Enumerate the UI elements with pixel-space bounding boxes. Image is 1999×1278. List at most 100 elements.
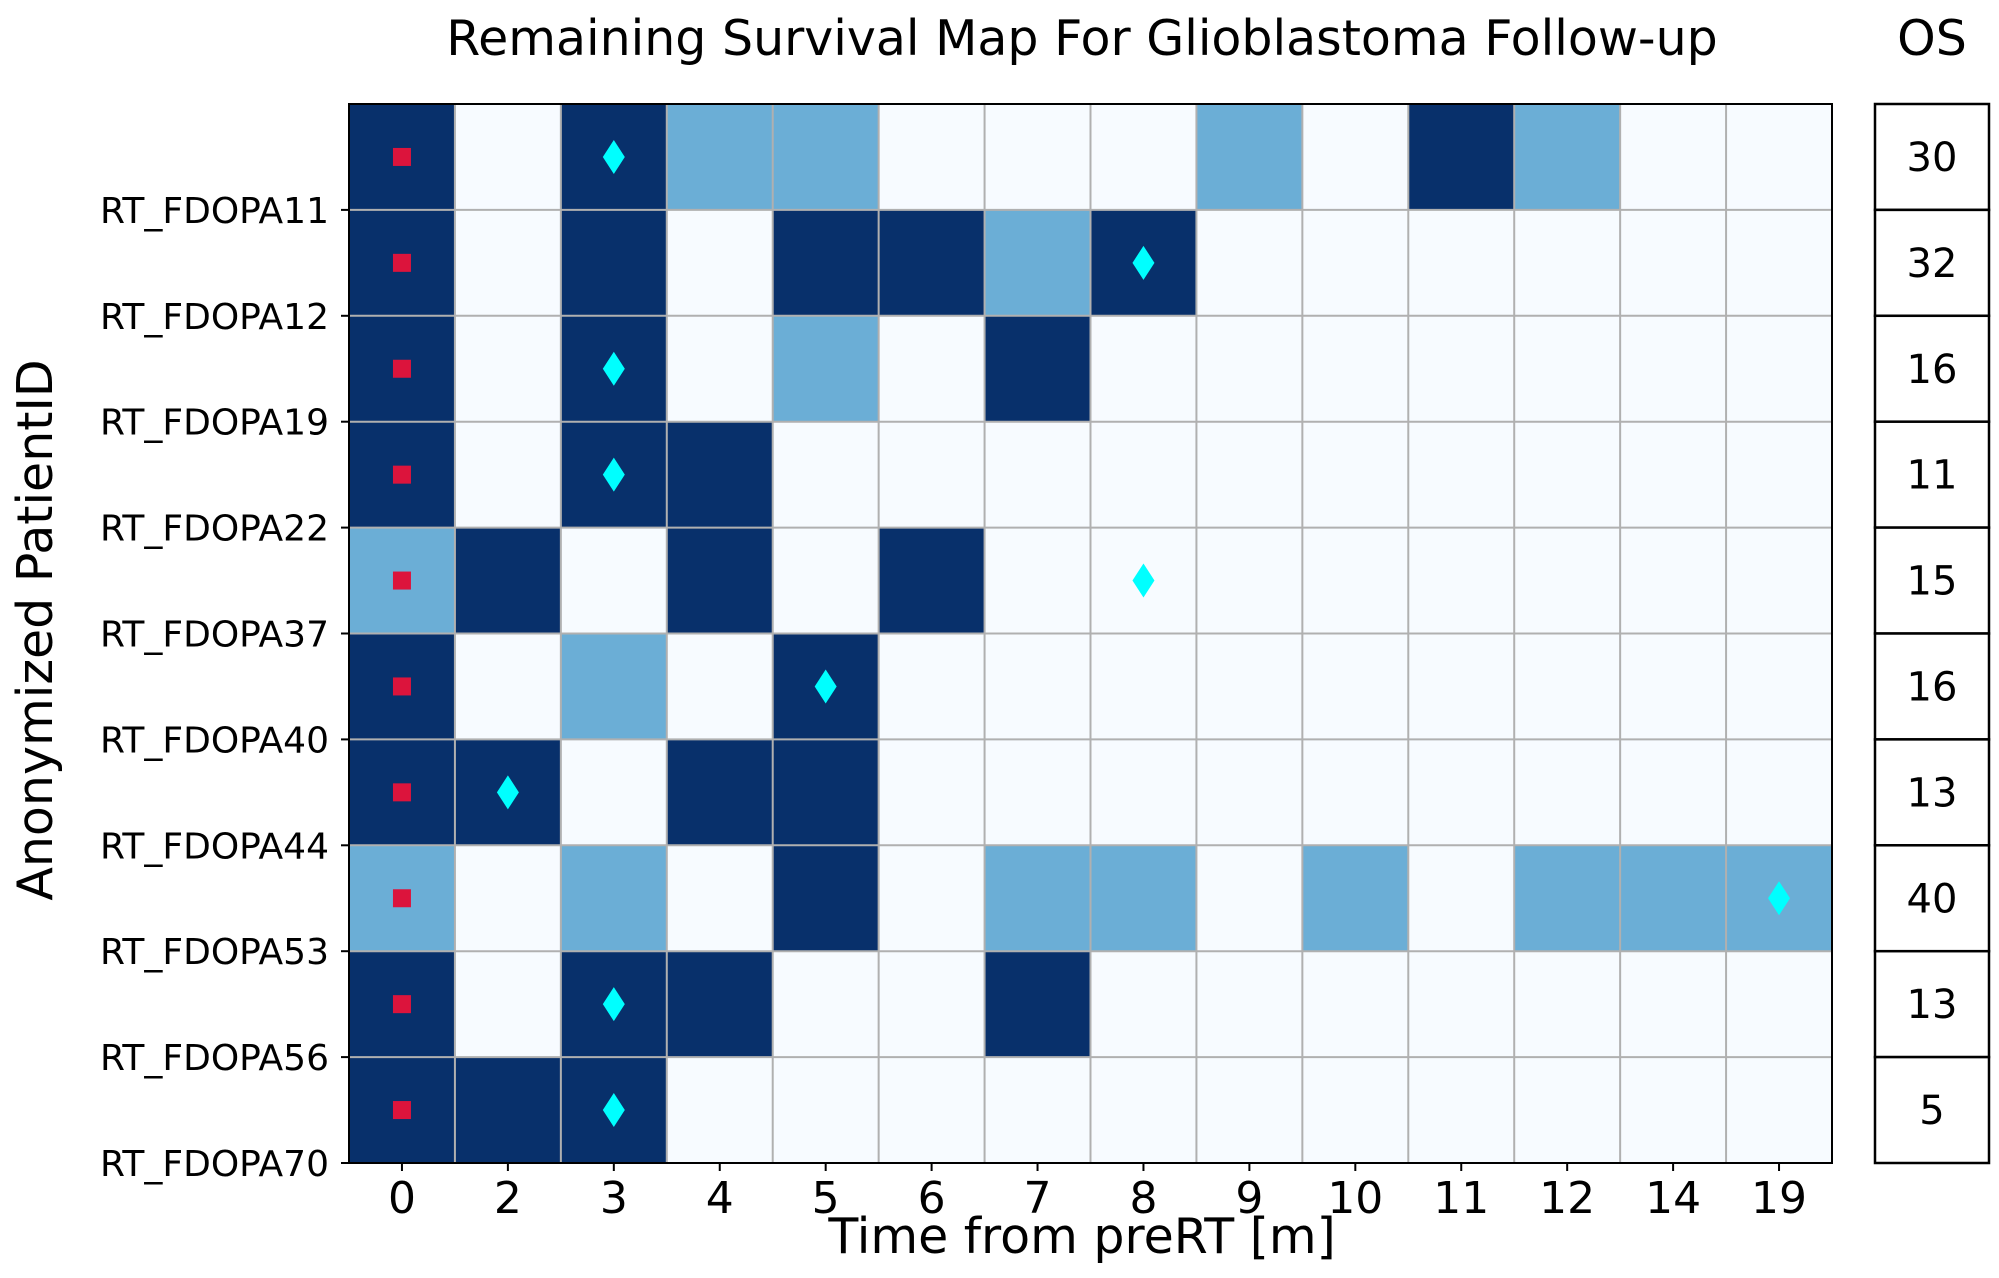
heatmap-cell — [1090, 421, 1197, 528]
heatmap-cell — [1408, 527, 1515, 634]
heatmap-cell — [878, 527, 985, 634]
heatmap-cell — [454, 951, 561, 1058]
x-tick-label: 10 — [1327, 1173, 1383, 1224]
heatmap-cell — [1514, 421, 1621, 528]
heatmap-cell — [1726, 951, 1832, 1058]
os-cell — [1873, 1055, 1991, 1165]
heatmap-cell — [1620, 739, 1727, 846]
x-tick-label: 0 — [388, 1173, 416, 1224]
heatmap-cell — [1302, 527, 1409, 634]
heatmap-cell — [772, 845, 879, 952]
heatmap-cell — [1302, 104, 1409, 210]
x-axis-label: Time from preRT [m] — [827, 1208, 1335, 1265]
heatmap-cell — [984, 845, 1091, 952]
heatmap-cell — [1726, 633, 1832, 740]
diamond-marker — [1768, 881, 1791, 916]
heatmap-cell — [1196, 527, 1303, 634]
heatmap-cell — [878, 421, 985, 528]
x-tick-label: 11 — [1433, 1173, 1489, 1224]
square-marker — [392, 571, 411, 590]
heatmap-cell — [1514, 104, 1621, 210]
heatmap-markers — [392, 139, 1791, 1128]
os-value: 13 — [1907, 982, 1958, 1028]
y-tick-label: RT_FDOPA22 — [100, 509, 329, 550]
heatmap-cell — [666, 315, 773, 422]
heatmap-cell — [772, 209, 879, 316]
heatmap-cell — [1196, 739, 1303, 846]
heatmap-cell — [560, 527, 667, 634]
heatmap-cell — [454, 421, 561, 528]
heatmap-cell — [984, 104, 1091, 210]
heatmap-cell — [984, 421, 1091, 528]
heatmap-cell — [878, 739, 985, 846]
os-cell — [1873, 314, 1991, 423]
heatmap-cell — [1726, 209, 1832, 316]
heatmap-cell — [984, 739, 1091, 846]
heatmap-cell — [666, 104, 773, 210]
y-tick-label: RT_FDOPA37 — [100, 615, 329, 656]
os-column: 30 32 16 11 15 16 13 40 13 5 — [1873, 102, 1991, 1165]
heatmap-cell — [1514, 633, 1621, 740]
heatmap-cell — [1408, 104, 1515, 210]
heatmap-cell — [878, 104, 985, 210]
heatmap-cell — [772, 104, 879, 210]
heatmap-cell — [1090, 104, 1197, 210]
heatmap-cell — [1408, 209, 1515, 316]
heatmap-cell — [1620, 104, 1727, 210]
heatmap-cell — [1196, 315, 1303, 422]
heatmap-cell — [1620, 951, 1727, 1058]
heatmap-cell — [666, 527, 773, 634]
os-cell — [1873, 738, 1991, 847]
heatmap-cell — [1620, 315, 1727, 422]
diamond-marker — [496, 775, 519, 810]
square-marker — [392, 253, 411, 272]
heatmap-cell — [560, 633, 667, 740]
heatmap-cell — [1514, 845, 1621, 952]
heatmap-cell — [984, 633, 1091, 740]
heatmap-cell — [1302, 1057, 1409, 1163]
heatmap-cell — [1514, 315, 1621, 422]
heatmap-cell — [666, 633, 773, 740]
heatmap-cell — [1302, 633, 1409, 740]
heatmap-cell — [878, 209, 985, 316]
diamond-marker — [602, 351, 625, 386]
x-tick-label: 7 — [1024, 1173, 1052, 1224]
heatmap-cell — [1196, 845, 1303, 952]
heatmap-cell — [1620, 845, 1727, 952]
heatmap-cell — [1620, 527, 1727, 634]
y-tick-label: RT_FDOPA12 — [100, 297, 329, 338]
y-axis-label: Anonymized PatientID — [7, 359, 64, 900]
heatmap-cell — [1408, 633, 1515, 740]
square-marker — [392, 677, 411, 696]
os-cell — [1873, 102, 1991, 212]
heatmap-cell — [878, 1057, 985, 1163]
y-tick-label: RT_FDOPA19 — [100, 403, 329, 444]
heatmap-cell — [1196, 633, 1303, 740]
y-tick-label: RT_FDOPA11 — [100, 191, 329, 232]
heatmap-cell — [1302, 739, 1409, 846]
os-cell — [1873, 420, 1991, 529]
heatmap-cell — [1726, 527, 1832, 634]
heatmap-cells — [349, 104, 1832, 1163]
heatmap-cell — [772, 527, 879, 634]
os-value: 11 — [1907, 453, 1958, 499]
heatmap-cell — [1514, 1057, 1621, 1163]
os-value: 16 — [1907, 664, 1958, 710]
diamond-marker — [814, 669, 837, 704]
heatmap-cell — [1302, 315, 1409, 422]
heatmap-cell — [666, 209, 773, 316]
heatmap-cell — [1090, 1057, 1197, 1163]
os-value: 16 — [1907, 347, 1958, 393]
square-marker — [392, 147, 411, 166]
heatmap-cell — [1196, 209, 1303, 316]
os-cell — [1873, 526, 1991, 635]
diamond-marker — [602, 987, 625, 1022]
heatmap-cell — [666, 845, 773, 952]
heatmap-cell — [984, 527, 1091, 634]
heatmap-cell — [984, 951, 1091, 1058]
os-value: 30 — [1907, 135, 1958, 181]
os-value: 13 — [1907, 770, 1958, 816]
os-value: 32 — [1907, 241, 1958, 287]
diamond-marker — [602, 457, 625, 492]
